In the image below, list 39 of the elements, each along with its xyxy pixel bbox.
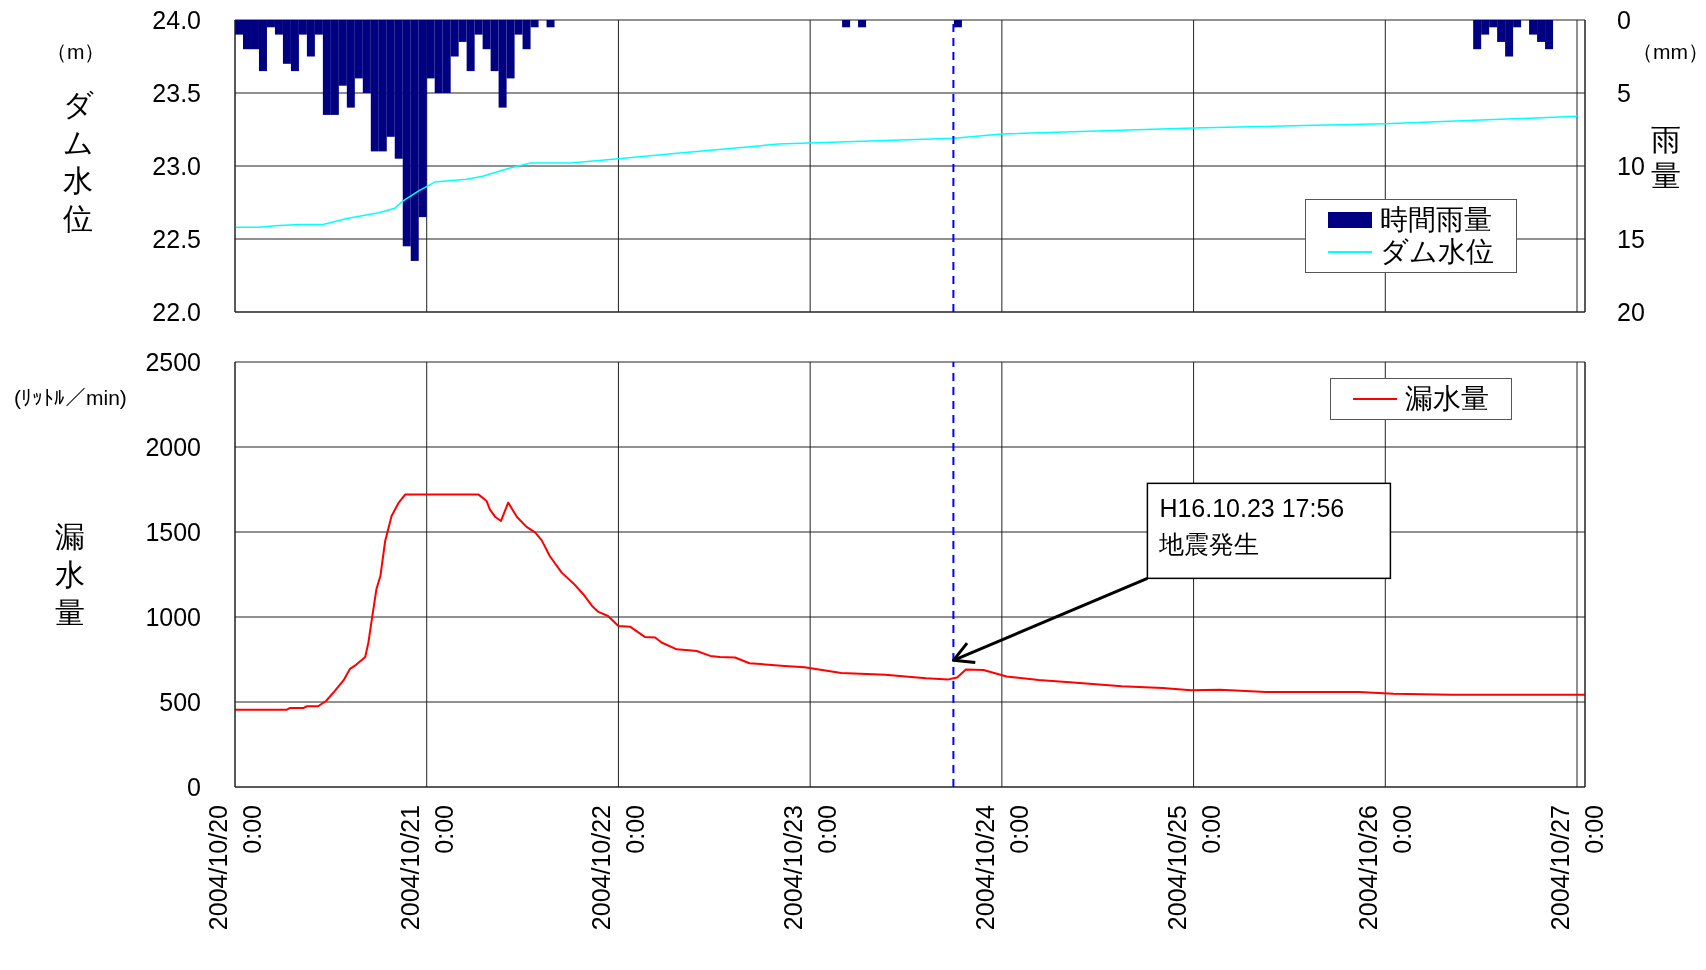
legend-label: ダム水位 xyxy=(1380,236,1494,268)
y2-tick-label: 10 xyxy=(1617,151,1645,180)
y-tick-label: 23.5 xyxy=(152,78,201,107)
y2-tick-label: 0 xyxy=(1617,5,1631,34)
y2-tick-label: 5 xyxy=(1617,78,1631,107)
x-tick-label: 2004/10/24 0:00 xyxy=(970,804,1033,931)
line-series xyxy=(235,493,1585,711)
y-tick-label: 1500 xyxy=(145,517,201,546)
y-tick-label: 22.5 xyxy=(152,224,201,253)
bar xyxy=(842,20,851,28)
y-tick-label: 2500 xyxy=(145,347,201,376)
x-tick-label: 2004/10/23 0:00 xyxy=(779,805,842,931)
bar xyxy=(858,20,867,28)
x-tick-label: 2004/10/26 0:00 xyxy=(1354,805,1417,931)
y-tick-label: 22.0 xyxy=(152,297,201,326)
y-tick-label: 24.0 xyxy=(152,5,201,34)
x-tick-label: 2004/10/27 0:00 xyxy=(1546,805,1609,931)
y2-axis-title: 雨量 xyxy=(1650,122,1682,194)
annotation: H16.10.23 17:56 地震発生 xyxy=(1158,494,1345,559)
bar xyxy=(546,20,555,28)
x-tick-label: 2004/10/22 0:00 xyxy=(587,805,650,931)
y2-tick-label: 15 xyxy=(1617,224,1645,253)
y-axis-title: ダム水位 xyxy=(62,87,94,237)
bar xyxy=(953,20,962,28)
legend-label: 時間雨量 xyxy=(1380,204,1492,236)
y-tick-label: 500 xyxy=(159,687,201,716)
y-axis-title: 漏水量 xyxy=(54,519,86,631)
legend-label: 漏水量 xyxy=(1405,383,1489,415)
y-tick-label: 23.0 xyxy=(152,151,201,180)
y-tick-label: 0 xyxy=(187,772,201,801)
x-tick-label: 2004/10/25 0:00 xyxy=(1162,805,1225,931)
y-tick-label: 1000 xyxy=(145,602,201,631)
text: (ﾘｯﾄﾙ／min) xyxy=(14,386,127,410)
y-tick-label: 2000 xyxy=(145,432,201,461)
text: （mm） xyxy=(1632,39,1706,65)
text: （m） xyxy=(46,39,106,65)
x-tick-label: 2004/10/20 0:00 xyxy=(204,805,266,931)
y2-tick-label: 20 xyxy=(1617,297,1645,326)
x-tick-label: 2004/10/21 0:00 xyxy=(395,805,458,931)
